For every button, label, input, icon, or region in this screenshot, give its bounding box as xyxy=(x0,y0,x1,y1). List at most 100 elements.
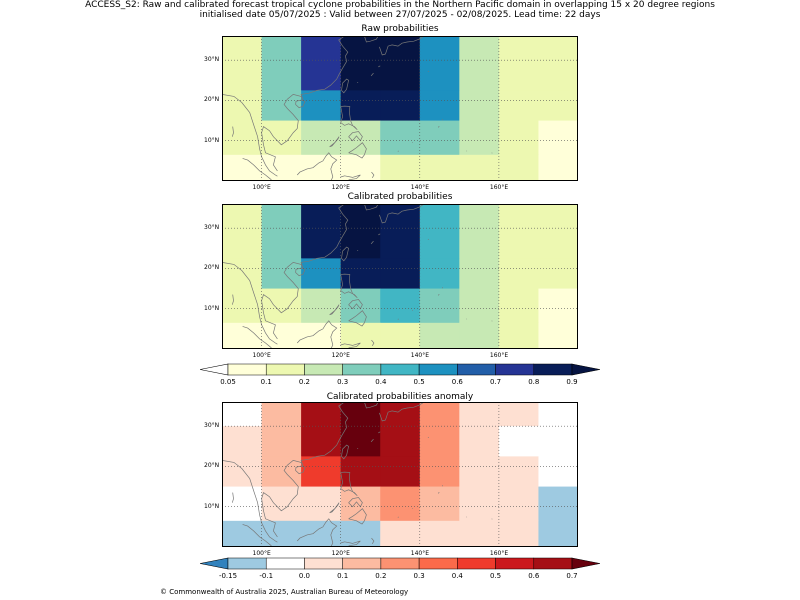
region-cell xyxy=(261,520,302,547)
header-line-1: ACCESS_S2: Raw and calibrated forecast t… xyxy=(85,0,715,10)
colorbar-tick-label: -0.15 xyxy=(218,572,238,580)
region-cell xyxy=(459,154,500,181)
colorbar-tick-label: 0.2 xyxy=(298,378,310,386)
coastline xyxy=(379,204,424,224)
lon-tick-label: 140°E xyxy=(410,550,430,557)
region-cell xyxy=(498,288,539,324)
region-cell xyxy=(538,456,578,487)
region-cell xyxy=(459,520,500,547)
coastline xyxy=(364,402,379,409)
coastline xyxy=(222,94,278,177)
colorbar-tick-label: 0.05 xyxy=(220,378,236,386)
region-cell xyxy=(538,154,578,181)
region-cell xyxy=(419,456,460,487)
colorbar-segment xyxy=(265,557,305,570)
colorbar-segment xyxy=(533,557,573,570)
region-cell xyxy=(301,36,342,61)
coastline xyxy=(371,537,375,544)
colorbar-tick-label: 0.6 xyxy=(451,378,463,386)
colorbar-segment xyxy=(418,557,458,570)
region-cell xyxy=(538,288,578,324)
region-cell xyxy=(459,60,500,91)
lat-tick-label: 30°N xyxy=(204,422,220,430)
region-cell xyxy=(538,486,578,522)
region-cell xyxy=(222,426,262,457)
region-cell xyxy=(498,154,539,181)
region-cell xyxy=(538,402,578,427)
region-cell xyxy=(222,154,262,181)
coastline xyxy=(341,78,349,94)
region-cell xyxy=(380,120,421,156)
colorbar-tick-label: 0.5 xyxy=(413,378,425,386)
lon-tick-label: 100°E xyxy=(252,550,271,557)
probability-colorbar-labels: 0.05 0.1 0.2 0.3 0.4 0.5 0.6 0.7 0.8 0.9 xyxy=(0,378,800,388)
coastline xyxy=(438,294,440,296)
region-cell xyxy=(419,258,460,289)
coastline xyxy=(370,240,374,245)
coastline xyxy=(296,320,338,349)
region-cell xyxy=(419,120,460,156)
region-cell xyxy=(538,204,578,229)
lat-tick-label: 20°N xyxy=(204,96,220,104)
coastline xyxy=(242,158,272,181)
lat-tick-label: 10°N xyxy=(204,136,220,144)
coastline xyxy=(296,152,338,181)
lat-tick-label: 10°N xyxy=(204,304,220,312)
region-cell xyxy=(419,90,460,121)
colorbar-segment xyxy=(304,363,343,376)
region-cell xyxy=(301,258,342,289)
region-cell xyxy=(498,228,539,259)
region-cell xyxy=(340,520,381,547)
region-cell xyxy=(301,456,342,487)
coastline xyxy=(340,471,358,497)
region-cell xyxy=(340,120,381,156)
region-cell xyxy=(340,288,381,324)
region-cell xyxy=(498,322,539,349)
region-cell xyxy=(222,36,262,61)
coastline xyxy=(348,299,363,310)
lon-tick-label: 120°E xyxy=(331,184,350,191)
coastline xyxy=(364,36,379,43)
colorbar-segment xyxy=(227,363,267,376)
region-cell xyxy=(261,60,302,91)
anomaly-map xyxy=(222,402,578,547)
lon-tick-label: 160°E xyxy=(489,352,509,359)
coastline xyxy=(340,174,361,181)
region-cell xyxy=(498,520,539,547)
region-cell xyxy=(301,60,342,91)
coastline xyxy=(261,204,349,340)
region-cell xyxy=(301,288,342,324)
coastline xyxy=(379,402,424,422)
region-cell xyxy=(538,90,578,121)
region-cell xyxy=(538,426,578,457)
colorbar-tick-label: 0.3 xyxy=(337,378,349,386)
region-cell xyxy=(261,120,302,156)
colorbar-segment xyxy=(495,363,535,376)
region-cell xyxy=(498,258,539,289)
region-cell xyxy=(261,36,302,61)
colorbar-tick-label: 0.7 xyxy=(566,572,578,580)
coastline xyxy=(222,460,278,543)
lat-tick-label: 30°N xyxy=(204,56,220,64)
colorbar-tick-label: 0.5 xyxy=(489,572,502,580)
coastline xyxy=(329,304,340,316)
coastline xyxy=(378,233,381,236)
region-cell xyxy=(261,204,302,229)
map-frame xyxy=(222,402,578,547)
lon-tick-label: 120°E xyxy=(331,352,350,359)
colorbar-segment xyxy=(495,557,535,570)
region-cell xyxy=(419,228,460,259)
coastline xyxy=(379,36,424,56)
region-cell xyxy=(380,520,421,547)
region-cell xyxy=(419,154,460,181)
region-cell xyxy=(459,258,500,289)
region-cell xyxy=(459,402,500,427)
region-cell xyxy=(498,60,539,91)
region-cell xyxy=(261,154,302,181)
region-cell xyxy=(380,228,421,259)
region-cell xyxy=(419,36,460,61)
colorbar-tick-label: 0.1 xyxy=(337,572,349,580)
region-cell xyxy=(380,60,421,91)
region-cell xyxy=(301,520,342,547)
region-cell xyxy=(261,228,302,259)
